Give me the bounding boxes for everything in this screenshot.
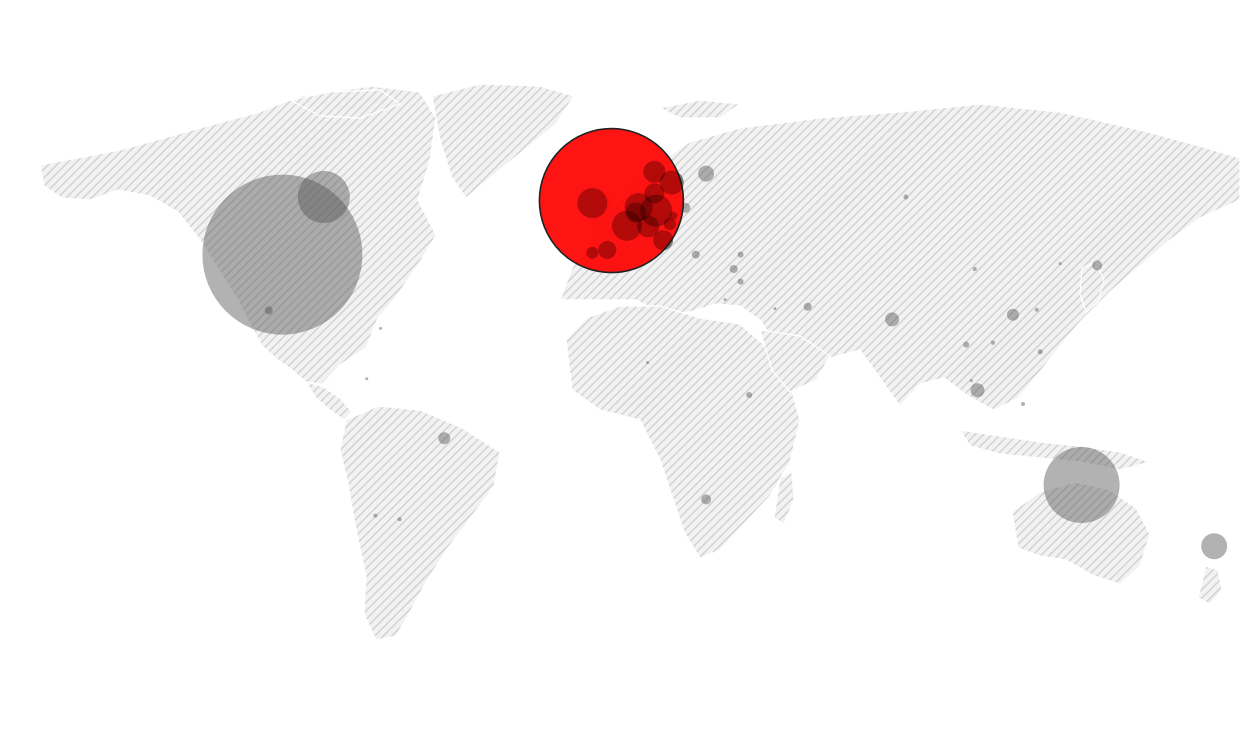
bubble-overlay-sweden xyxy=(659,170,684,195)
bubble-india[interactable] xyxy=(885,312,900,327)
bubble-argentina[interactable] xyxy=(397,517,402,522)
bubble-nigeria[interactable] xyxy=(646,361,650,365)
bubble-uae[interactable] xyxy=(803,302,812,311)
bubble-overlay-switzerland xyxy=(637,215,660,238)
bubble-thailand[interactable] xyxy=(963,341,970,348)
land-new-zealand xyxy=(1197,565,1223,605)
bubble-israel[interactable] xyxy=(737,278,744,285)
bubble-egypt[interactable] xyxy=(723,298,727,302)
bubble-colombia[interactable] xyxy=(365,377,369,381)
land-eurasia xyxy=(559,103,1240,411)
bubble-philippines[interactable] xyxy=(1037,349,1043,355)
bubble-turkey[interactable] xyxy=(737,251,744,258)
bubble-greece[interactable] xyxy=(691,250,700,259)
bubble-overlay-spain xyxy=(598,240,617,259)
bubble-new-zealand[interactable] xyxy=(1201,533,1228,560)
bubble-united-kingdom[interactable] xyxy=(538,127,685,274)
bubble-hong-kong[interactable] xyxy=(1007,308,1019,321)
bubble-overlay-france xyxy=(611,210,642,241)
bubble-united-states[interactable] xyxy=(202,174,363,335)
bubble-overlay-norway xyxy=(643,160,666,183)
land-australia xyxy=(1011,481,1151,585)
bubble-overlay-germany xyxy=(640,194,673,227)
land-arabia xyxy=(759,329,831,393)
bubble-japan[interactable] xyxy=(1092,260,1103,271)
bubble-canada[interactable] xyxy=(297,171,350,223)
bubble-chile[interactable] xyxy=(373,513,378,518)
bubble-south-korea[interactable] xyxy=(1058,262,1062,266)
bubble-overlay-netherlands xyxy=(624,193,653,222)
land-arctic-islands xyxy=(289,89,741,119)
bubble-malaysia[interactable] xyxy=(969,379,973,383)
bubble-china[interactable] xyxy=(972,267,977,271)
bubble-overlay-denmark xyxy=(644,183,665,204)
land-south-america xyxy=(339,405,501,641)
bubble-layer xyxy=(202,127,1228,560)
land-africa xyxy=(565,305,801,559)
bubble-south-africa[interactable] xyxy=(701,494,712,505)
bubble-russia[interactable] xyxy=(903,194,909,200)
land-japan xyxy=(1079,261,1105,313)
bubble-cyprus[interactable] xyxy=(729,265,738,273)
bubble-overlay-portugal xyxy=(586,246,599,259)
land-north-america xyxy=(39,85,437,385)
bubble-vietnam[interactable] xyxy=(991,340,995,345)
bubble-mexico[interactable] xyxy=(264,306,273,315)
bubble-overlay-italy xyxy=(653,230,674,251)
land-maritime-asia xyxy=(959,429,1151,471)
bubble-finland[interactable] xyxy=(698,165,715,182)
land-central-america xyxy=(305,381,353,421)
land-madagascar xyxy=(773,471,795,525)
bubble-kenya[interactable] xyxy=(746,392,753,398)
bubble-overlay-ireland xyxy=(577,188,608,219)
bubble-taiwan[interactable] xyxy=(1034,307,1039,312)
bubble-australia[interactable] xyxy=(1043,447,1120,523)
bubble-overlay-austria xyxy=(663,218,676,230)
bubble-overlay-czechia xyxy=(669,211,678,220)
bubble-caribbean[interactable] xyxy=(379,326,383,330)
bubble-saudi-arabia[interactable] xyxy=(773,307,777,311)
land-greenland xyxy=(431,83,575,199)
bubble-indonesia[interactable] xyxy=(1021,402,1025,406)
bubble-brazil[interactable] xyxy=(438,432,451,445)
bubble-overlay-belgium xyxy=(625,202,646,223)
bubble-singapore[interactable] xyxy=(970,383,985,398)
